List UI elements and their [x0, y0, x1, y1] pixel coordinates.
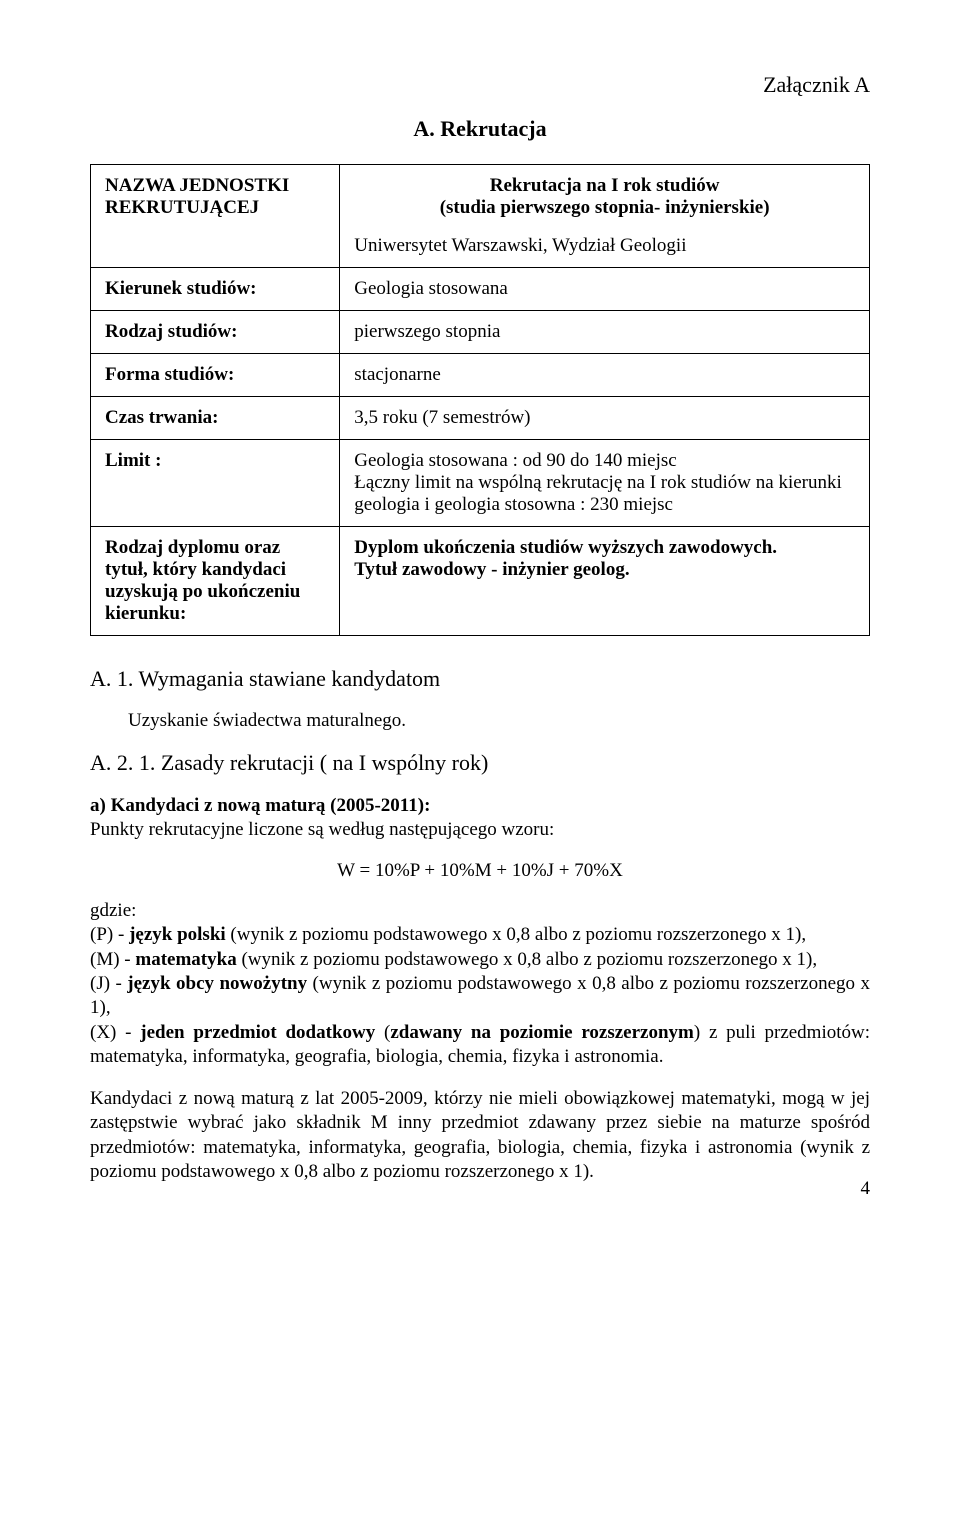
section-2-body: a) Kandydaci z nową maturą (2005-2011): … [90, 794, 870, 1184]
section-1-body: Uzyskanie świadectwa maturalnego. [128, 710, 870, 732]
table-row: Rodzaj studiów: pierwszego stopnia [91, 311, 870, 354]
cell-label: Forma studiów: [91, 354, 340, 397]
formula: W = 10%P + 10%M + 10%J + 70%X [90, 859, 870, 883]
subtitle-line2: (studia pierwszego stopnia- inżynierskie… [354, 197, 855, 219]
subsection-a-heading: a) Kandydaci z nową maturą (2005-2011): [90, 795, 430, 816]
table-row: Limit : Geologia stosowana : od 90 do 14… [91, 440, 870, 527]
cell-label: Kierunek studiów: [91, 268, 340, 311]
table-row: Kierunek studiów: Geologia stosowana [91, 268, 870, 311]
x-line: (X) - jeden przedmiot dodatkowy (zdawany… [90, 1022, 870, 1067]
limit-line2: Łączny limit na wspólną rekrutację na I … [354, 472, 842, 515]
subsection-a-intro: Punkty rekrutacyjne liczone są według na… [90, 818, 870, 842]
table-row: Forma studiów: stacjonarne [91, 354, 870, 397]
subtitle-line1: Rekrutacja na I rok studiów [354, 175, 855, 197]
limit-line1: Geologia stosowana : od 90 do 140 miejsc [354, 450, 676, 471]
table-row: NAZWA JEDNOSTKI REKRUTUJĄCEJ Rekrutacja … [91, 165, 870, 268]
section-2-heading: A. 2. 1. Zasady rekrutacji ( na I wspóln… [90, 750, 870, 776]
info-table: NAZWA JEDNOSTKI REKRUTUJĄCEJ Rekrutacja … [90, 164, 870, 636]
m-line: (M) - matematyka (wynik z poziomu podsta… [90, 949, 817, 970]
page-number: 4 [861, 1178, 871, 1200]
cell-value: Rekrutacja na I rok studiów (studia pier… [340, 165, 870, 268]
cell-value: 3,5 roku (7 semestrów) [340, 397, 870, 440]
cell-value: stacjonarne [340, 354, 870, 397]
unit-name: Uniwersytet Warszawski, Wydział Geologii [354, 235, 855, 257]
cell-label: Rodzaj studiów: [91, 311, 340, 354]
cell-value: Geologia stosowana [340, 268, 870, 311]
table-row: Czas trwania: 3,5 roku (7 semestrów) [91, 397, 870, 440]
diploma-line2: Tytuł zawodowy - inżynier geolog. [354, 559, 629, 580]
where-label: gdzie: [90, 900, 136, 921]
document-title: A. Rekrutacja [90, 116, 870, 142]
p-line: (P) - język polski (wynik z poziomu pods… [90, 924, 806, 945]
section-1-heading: A. 1. Wymagania stawiane kandydatom [90, 666, 870, 692]
cell-label: Rodzaj dyplomu oraz tytuł, który kandyda… [91, 527, 340, 636]
cell-value: Dyplom ukończenia studiów wyższych zawod… [340, 527, 870, 636]
cell-label: Czas trwania: [91, 397, 340, 440]
cell-value: pierwszego stopnia [340, 311, 870, 354]
cell-label: NAZWA JEDNOSTKI REKRUTUJĄCEJ [91, 165, 340, 268]
paragraph-2: Kandydaci z nową maturą z lat 2005-2009,… [90, 1087, 870, 1184]
cell-value: Geologia stosowana : od 90 do 140 miejsc… [340, 440, 870, 527]
cell-label: Limit : [91, 440, 340, 527]
j-line: (J) - język obcy nowożytny (wynik z pozi… [90, 973, 870, 1018]
diploma-line1: Dyplom ukończenia studiów wyższych zawod… [354, 537, 777, 558]
attachment-label: Załącznik A [90, 72, 870, 98]
page-container: Załącznik A A. Rekrutacja NAZWA JEDNOSTK… [0, 0, 960, 1224]
table-row: Rodzaj dyplomu oraz tytuł, który kandyda… [91, 527, 870, 636]
